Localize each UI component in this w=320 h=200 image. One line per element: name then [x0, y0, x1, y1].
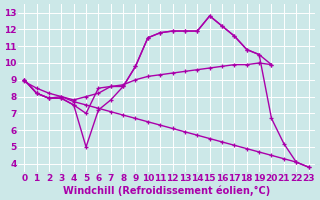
X-axis label: Windchill (Refroidissement éolien,°C): Windchill (Refroidissement éolien,°C)	[63, 185, 270, 196]
